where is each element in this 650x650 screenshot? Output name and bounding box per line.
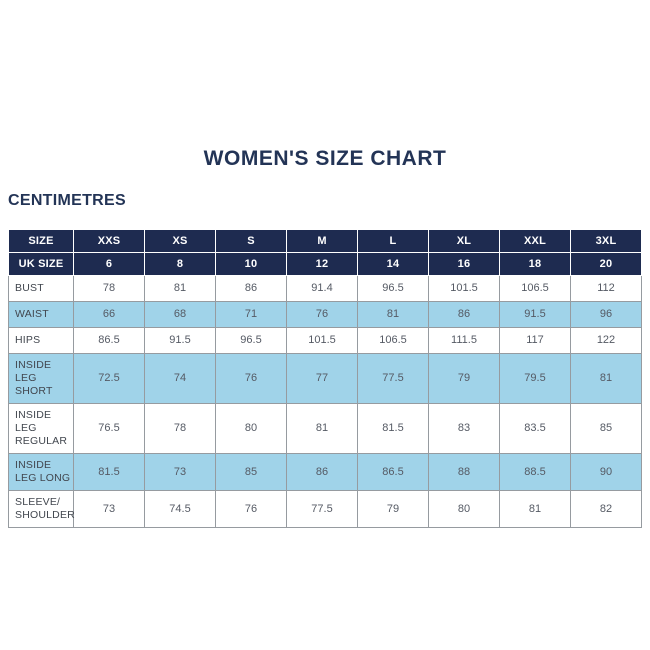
value-cell: 73 xyxy=(73,490,145,528)
header-label-cell: UK SIZE xyxy=(8,252,74,276)
value-cell: 76 xyxy=(215,490,287,528)
header-value-cell: 20 xyxy=(570,252,642,276)
header-row: UK SIZE 6 8 10 12 14 16 18 20 xyxy=(8,252,642,276)
header-value-cell: XXL xyxy=(499,229,571,253)
value-cell: 90 xyxy=(570,453,642,491)
value-cell: 71 xyxy=(215,301,287,328)
value-cell: 77.5 xyxy=(357,353,429,404)
value-cell: 96.5 xyxy=(357,275,429,302)
value-cell: 86.5 xyxy=(73,327,145,354)
value-cell: 81.5 xyxy=(357,403,429,454)
value-cell: 80 xyxy=(428,490,500,528)
header-label-cell: SIZE xyxy=(8,229,74,253)
value-cell: 81 xyxy=(570,353,642,404)
value-cell: 79 xyxy=(428,353,500,404)
value-cell: 76 xyxy=(215,353,287,404)
value-cell: 106.5 xyxy=(357,327,429,354)
header-value-cell: 18 xyxy=(499,252,571,276)
value-cell: 85 xyxy=(570,403,642,454)
value-cell: 66 xyxy=(73,301,145,328)
value-cell: 86.5 xyxy=(357,453,429,491)
table-row: INSIDE LEG LONG 81.5 73 85 86 86.5 88 88.5 90 xyxy=(8,453,642,491)
value-cell: 78 xyxy=(144,403,216,454)
value-cell: 68 xyxy=(144,301,216,328)
value-cell: 81 xyxy=(144,275,216,302)
value-cell: 91.5 xyxy=(144,327,216,354)
header-value-cell: M xyxy=(286,229,358,253)
value-cell: 91.4 xyxy=(286,275,358,302)
value-cell: 72.5 xyxy=(73,353,145,404)
value-cell: 79 xyxy=(357,490,429,528)
table-row: WAIST 66 68 71 76 81 86 91.5 96 xyxy=(8,301,642,328)
size-chart-table: SIZE XXS XS S M L XL XXL 3XL UK SIZE 6 8 10 12 14 16 18 2… xyxy=(8,229,642,528)
value-cell: 83.5 xyxy=(499,403,571,454)
value-cell: 81 xyxy=(286,403,358,454)
size-chart-body: SIZE XXS XS S M L XL XXL 3XL UK SIZE 6 8 10 12 14 16 18 2… xyxy=(8,229,642,528)
table-row: INSIDE LEG SHORT 72.5 74 76 77 77.5 79 79.5 81 xyxy=(8,353,642,404)
row-label-cell: INSIDE LEG SHORT xyxy=(8,353,74,404)
header-value-cell: XL xyxy=(428,229,500,253)
value-cell: 112 xyxy=(570,275,642,302)
value-cell: 117 xyxy=(499,327,571,354)
value-cell: 96.5 xyxy=(215,327,287,354)
header-value-cell: 10 xyxy=(215,252,287,276)
value-cell: 85 xyxy=(215,453,287,491)
value-cell: 81.5 xyxy=(73,453,145,491)
value-cell: 78 xyxy=(73,275,145,302)
value-cell: 77 xyxy=(286,353,358,404)
value-cell: 74.5 xyxy=(144,490,216,528)
table-row: SLEEVE/ SHOULDER 73 74.5 76 77.5 79 80 81 82 xyxy=(8,490,642,528)
value-cell: 111.5 xyxy=(428,327,500,354)
header-value-cell: XS xyxy=(144,229,216,253)
value-cell: 83 xyxy=(428,403,500,454)
header-row: SIZE XXS XS S M L XL XXL 3XL xyxy=(8,229,642,253)
value-cell: 106.5 xyxy=(499,275,571,302)
header-value-cell: L xyxy=(357,229,429,253)
row-label-cell: INSIDE LEG REGULAR xyxy=(8,403,74,454)
value-cell: 86 xyxy=(428,301,500,328)
value-cell: 86 xyxy=(286,453,358,491)
value-cell: 101.5 xyxy=(286,327,358,354)
value-cell: 96 xyxy=(570,301,642,328)
value-cell: 101.5 xyxy=(428,275,500,302)
value-cell: 86 xyxy=(215,275,287,302)
header-value-cell: 12 xyxy=(286,252,358,276)
header-value-cell: 14 xyxy=(357,252,429,276)
unit-label: CENTIMETRES xyxy=(8,192,126,209)
value-cell: 81 xyxy=(499,490,571,528)
value-cell: 76 xyxy=(286,301,358,328)
row-label-cell: SLEEVE/ SHOULDER xyxy=(8,490,75,528)
row-label-cell: BUST xyxy=(8,275,74,302)
value-cell: 80 xyxy=(215,403,287,454)
table-row: BUST 78 81 86 91.4 96.5 101.5 106.5 112 xyxy=(8,275,642,302)
value-cell: 88 xyxy=(428,453,500,491)
header-value-cell: XXS xyxy=(73,229,145,253)
header-value-cell: 8 xyxy=(144,252,216,276)
row-label-cell: INSIDE LEG LONG xyxy=(8,453,74,491)
header-value-cell: 16 xyxy=(428,252,500,276)
value-cell: 81 xyxy=(357,301,429,328)
value-cell: 76.5 xyxy=(73,403,145,454)
row-label-cell: HIPS xyxy=(8,327,74,354)
header-value-cell: S xyxy=(215,229,287,253)
value-cell: 74 xyxy=(144,353,216,404)
value-cell: 77.5 xyxy=(286,490,358,528)
value-cell: 73 xyxy=(144,453,216,491)
page-title: WOMEN'S SIZE CHART xyxy=(203,147,447,170)
header-value-cell: 6 xyxy=(73,252,145,276)
value-cell: 91.5 xyxy=(499,301,571,328)
table-row: INSIDE LEG REGULAR 76.5 78 80 81 81.5 83 83.5 85 xyxy=(8,403,642,454)
header-value-cell: 3XL xyxy=(570,229,642,253)
value-cell: 122 xyxy=(570,327,642,354)
row-label-cell: WAIST xyxy=(8,301,74,328)
value-cell: 82 xyxy=(570,490,642,528)
value-cell: 88.5 xyxy=(499,453,571,491)
value-cell: 79.5 xyxy=(499,353,571,404)
table-row: HIPS 86.5 91.5 96.5 101.5 106.5 111.5 117 122 xyxy=(8,327,642,354)
